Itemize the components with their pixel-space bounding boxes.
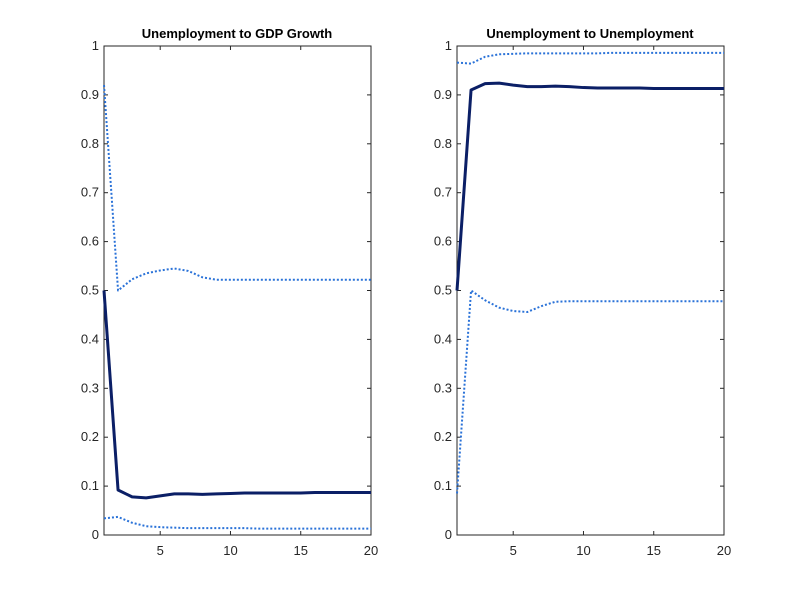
y-tick-label: 0.3 <box>434 380 452 395</box>
y-tick-label: 0.5 <box>434 283 452 298</box>
y-tick-label: 0.4 <box>81 331 99 346</box>
y-tick-label: 1 <box>445 38 452 53</box>
y-tick-label: 0.6 <box>434 234 452 249</box>
y-tick-label: 0.2 <box>81 429 99 444</box>
chart-panel-gdp: Unemployment to GDP Growth 0 0.1 0.2 0.3 0.4… <box>81 26 378 558</box>
y-tick-label: 0.7 <box>81 185 99 200</box>
y-tick-label: 0.3 <box>81 380 99 395</box>
y-tick-label: 0.9 <box>434 87 452 102</box>
chart-panel-unemployment: Unemployment to Unemployment 0 0.1 0.2 0.3 0… <box>434 26 731 558</box>
y-tick-label: 0.7 <box>434 185 452 200</box>
lower-confidence-band <box>103 515 371 530</box>
chart-title: Unemployment to GDP Growth <box>142 26 332 41</box>
x-tick-label: 15 <box>647 543 661 558</box>
y-tick-label: 0 <box>445 527 452 542</box>
x-tick-label: 5 <box>157 543 164 558</box>
y-tick-label: 0.1 <box>434 478 452 493</box>
x-tick-label: 15 <box>294 543 308 558</box>
impulse-response-line <box>102 290 371 500</box>
y-tick-label: 0.2 <box>434 429 452 444</box>
upper-confidence-band <box>456 51 724 65</box>
x-tick-label: 10 <box>223 543 237 558</box>
y-tick-label: 0.1 <box>81 478 99 493</box>
x-tick-label: 20 <box>364 543 378 558</box>
y-tick-label: 0.9 <box>81 87 99 102</box>
y-tick-label: 1 <box>92 38 99 53</box>
y-tick-label: 0.6 <box>81 234 99 249</box>
y-tick-label: 0 <box>92 527 99 542</box>
y-tick-label: 0.8 <box>81 136 99 151</box>
chart-title: Unemployment to Unemployment <box>486 26 694 41</box>
x-tick-label: 10 <box>576 543 590 558</box>
x-tick-label: 5 <box>510 543 517 558</box>
upper-confidence-band <box>103 85 371 292</box>
y-tick-label: 0.8 <box>434 136 452 151</box>
x-tick-label: 20 <box>717 543 731 558</box>
y-tick-label: 0.4 <box>434 331 452 346</box>
impulse-response-line <box>455 81 724 291</box>
y-tick-label: 0.5 <box>81 283 99 298</box>
